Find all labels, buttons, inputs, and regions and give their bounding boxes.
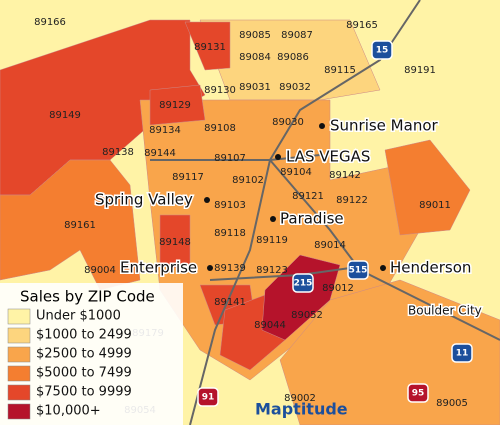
zip-label: 89031: [239, 82, 271, 93]
zip-label: 89130: [204, 85, 236, 96]
legend-swatch: [7, 346, 31, 363]
city-label: Spring Valley: [95, 191, 193, 209]
city-dot: [380, 265, 386, 271]
zip-label: 89084: [239, 52, 271, 63]
highway-label: 95: [412, 389, 425, 399]
zip-label: 89144: [144, 148, 176, 159]
zip-label: 89085: [239, 30, 271, 41]
highway-shield: [292, 273, 314, 293]
city-dot: [275, 154, 281, 160]
legend-title: Sales by ZIP Code: [20, 288, 155, 306]
zip-label: 89107: [214, 153, 246, 164]
zip-label: 89141: [214, 297, 246, 308]
legend-swatch: [7, 308, 31, 325]
legend-swatch: [7, 384, 31, 401]
zip-label: 89030: [272, 117, 304, 128]
zip-label: 89122: [336, 195, 368, 206]
legend-swatch: [7, 327, 31, 344]
legend-label: $10,000+: [36, 404, 101, 419]
zip-label: 89134: [149, 125, 181, 136]
zip-label: 89117: [172, 172, 204, 183]
highway-shield: [347, 260, 369, 280]
zip-label: 89104: [280, 167, 312, 178]
zip-label: 89119: [256, 235, 288, 246]
zip-label: 89166: [34, 17, 66, 28]
zip-label: 89108: [204, 123, 236, 134]
legend-label: $7500 to 9999: [36, 385, 132, 400]
zip-label: 89138: [102, 147, 134, 158]
zip-label: 89165: [346, 20, 378, 31]
highway-label: 11: [456, 349, 469, 359]
city-label: Boulder City: [408, 304, 482, 318]
highways: 15 515 215 11 95 91: [197, 40, 473, 407]
zip-label: 89086: [277, 52, 309, 63]
zip-label: 89004: [84, 265, 116, 276]
zip-label: 89103: [214, 200, 246, 211]
highway-label: 91: [202, 393, 215, 403]
highway-shield: [371, 40, 393, 60]
zip-labels: 89166 89131 89085 89087 89165 89084 89086 89115…: [34, 17, 468, 416]
zip-label: 89149: [49, 110, 81, 121]
zip-label: 89121: [292, 191, 324, 202]
zip-label: 89161: [64, 220, 96, 231]
zip-label: 89044: [254, 320, 286, 331]
zip-label: 89005: [436, 398, 468, 409]
zip-label: 89102: [232, 175, 264, 186]
zip-label: 89011: [419, 200, 451, 211]
highway-shield: [407, 383, 429, 403]
zip-label: 89131: [194, 42, 226, 53]
highway-label: 515: [349, 266, 368, 276]
highway-shield: [197, 387, 219, 407]
legend-label: $1000 to 2499: [36, 328, 132, 343]
zip-label: 89052: [291, 310, 323, 321]
highway-label: 215: [294, 279, 313, 289]
cities: Sunrise Manor LAS VEGAS Spring Valley Parad…: [94, 115, 484, 319]
zip-label: 89148: [159, 237, 191, 248]
city-dot: [207, 265, 213, 271]
legend-label: Under $1000: [36, 309, 121, 324]
legend-swatch: [7, 365, 31, 382]
legend-swatch: [7, 403, 31, 420]
city-dot: [204, 197, 210, 203]
zip-label: 89123: [256, 265, 288, 276]
zip-label: 89142: [329, 170, 361, 181]
legend-label: $5000 to 7499: [36, 366, 132, 381]
logo: Maptitude: [255, 400, 348, 419]
city-label: Paradise: [280, 210, 344, 228]
zip-label: 89012: [322, 283, 354, 294]
legend-box: [0, 283, 183, 425]
city-label: Sunrise Manor: [330, 117, 438, 135]
zip-areas: [0, 19, 500, 425]
zip-label: 89115: [324, 65, 356, 76]
zip-label: 89002: [284, 393, 316, 404]
city-dot: [319, 123, 325, 129]
city-label: LAS VEGAS: [286, 148, 370, 166]
city-dot: [270, 216, 276, 222]
city-label: Enterprise: [120, 259, 197, 277]
zip-label: 89139: [214, 263, 246, 274]
highway-shield: [451, 343, 473, 363]
city-label: Henderson: [390, 259, 471, 277]
zip-label: 89087: [281, 30, 313, 41]
zip-label: 89129: [159, 100, 191, 111]
zip-label: 89118: [214, 228, 246, 239]
legend: Sales by ZIP Code Under $1000 $1000 to 24…: [0, 283, 183, 425]
legend-label: $2500 to 4999: [36, 347, 132, 362]
zip-label: 89032: [279, 82, 311, 93]
zip-label: 89191: [404, 65, 436, 76]
highway-label: 15: [376, 46, 389, 56]
zip-label: 89014: [314, 240, 346, 251]
